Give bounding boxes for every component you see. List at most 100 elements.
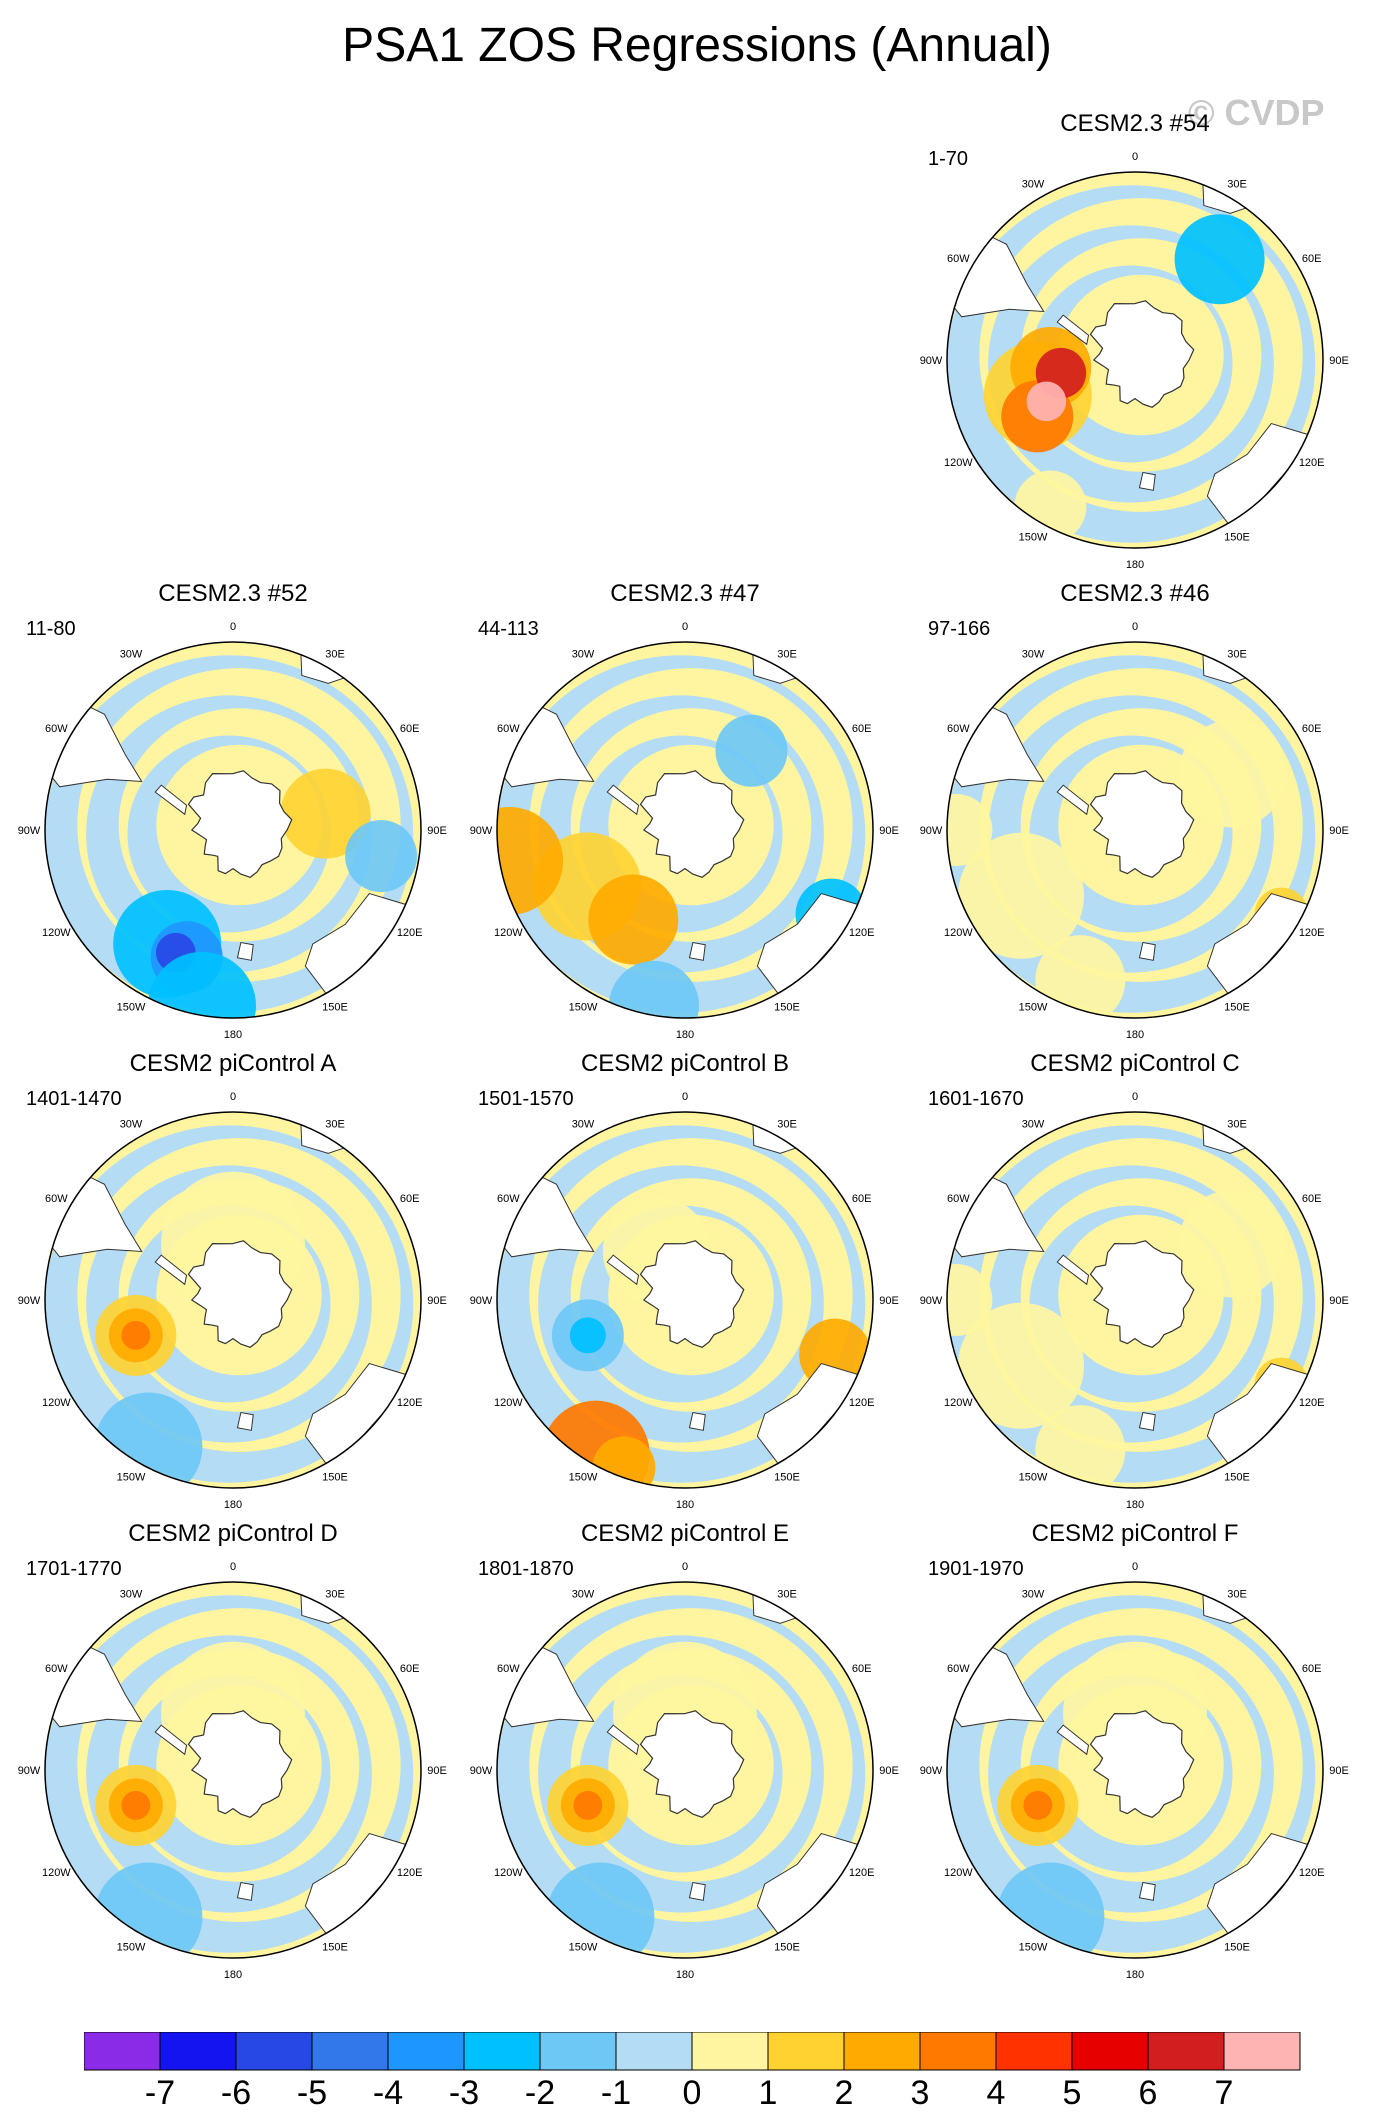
colorbar-tick-label: -4	[373, 2074, 403, 2112]
lon-tick-label: 150E	[322, 1472, 348, 1484]
lon-tick-label: 60E	[852, 1663, 872, 1675]
land-new-zealand	[1138, 1411, 1156, 1431]
panel-years: 1601-1670	[928, 1088, 1024, 1110]
map-border	[496, 1581, 874, 1959]
lon-tick-label: 150E	[774, 1002, 800, 1014]
panel-title: CESM2.3 #54	[1060, 110, 1210, 137]
polar-map: 0 30E 60E 90E 120E 150E 180 150W 120W 90W 60W 30W	[470, 1561, 899, 1980]
panel-years: 1401-1470	[26, 1088, 122, 1110]
anomaly-patch	[996, 1862, 1105, 1958]
land-antarctic-peninsula	[1056, 1724, 1090, 1756]
panel-title: CESM2 piControl E	[580, 1520, 790, 1547]
colorbar-tick-label: -6	[221, 2074, 251, 2112]
lon-tick-label: 30E	[777, 1588, 797, 1600]
colorbar-swatch	[919, 2032, 997, 2071]
panel-title: CESM2.3 #52	[158, 580, 308, 607]
lon-tick-label: 150W	[569, 1472, 598, 1484]
lon-tick-label: 90W	[470, 1295, 493, 1307]
map-border	[496, 641, 874, 1019]
lon-tick-label: 180	[1126, 1499, 1144, 1510]
lon-tick-label: 30E	[777, 648, 797, 660]
panel-title: CESM2 piControl D	[128, 1520, 338, 1547]
map-border	[44, 1581, 422, 1959]
colorbar-swatch	[311, 2032, 389, 2071]
colorbar-swatch	[539, 2032, 617, 2071]
colorbar-tick-label: -2	[525, 2074, 555, 2112]
lon-tick-label: 90W	[920, 825, 943, 837]
panel-title: CESM2 piControl C	[1030, 1050, 1240, 1077]
polar-map: 0 30E 60E 90E 120E 150E 180 150W 120W 90W 60W 30W	[920, 1561, 1349, 1980]
land-antarctic-peninsula	[1056, 1254, 1090, 1286]
land-new-zealand	[688, 941, 706, 961]
lon-tick-label: 120W	[42, 927, 71, 939]
anomaly-patch	[588, 874, 679, 965]
lon-tick-label: 150E	[1224, 1472, 1250, 1484]
land-new-zealand	[1138, 1881, 1156, 1901]
land-antarctica	[1089, 300, 1195, 408]
colorbar-tick-label: -7	[145, 2074, 175, 2112]
lon-tick-label: 60E	[1302, 253, 1322, 265]
lon-tick-label: 90W	[18, 1765, 41, 1777]
lon-tick-label: 30E	[325, 1118, 345, 1130]
land-new-zealand	[236, 941, 254, 961]
anomaly-patch	[546, 1862, 655, 1958]
lon-tick-label: 150E	[322, 1942, 348, 1954]
map-panel: CESM2 piControl A 1401-1470 0 30E 60E 90E 120E…	[8, 1050, 458, 1510]
colorbar-tick-label: -3	[449, 2074, 479, 2112]
lon-tick-label: 90W	[470, 1765, 493, 1777]
lon-tick-label: 30E	[1227, 1118, 1247, 1130]
watermark: © CVDP	[1188, 92, 1325, 133]
lon-tick-label: 60E	[1302, 723, 1322, 735]
lon-tick-label: 30W	[1022, 178, 1045, 190]
land-antarctica	[187, 770, 293, 878]
anomaly-patch	[1035, 935, 1126, 1018]
lon-tick-label: 180	[676, 1969, 694, 1980]
lon-tick-label: 90W	[470, 825, 493, 837]
lon-tick-label: 120W	[42, 1867, 71, 1879]
anomaly-patch	[121, 1790, 151, 1820]
lon-tick-label: 90E	[1329, 1295, 1349, 1307]
panel-years: 1701-1770	[26, 1558, 122, 1580]
lon-tick-label: 150E	[774, 1942, 800, 1954]
anomaly-patch	[947, 1264, 993, 1336]
colorbar-swatch	[84, 2032, 161, 2071]
land-antarctica	[639, 770, 745, 878]
lon-tick-label: 60E	[1302, 1193, 1322, 1205]
panel-title: CESM2 piControl B	[580, 1050, 790, 1077]
anomaly-patch	[280, 768, 371, 859]
lon-tick-label: 0	[230, 1561, 236, 1573]
lon-tick-label: 120E	[1299, 457, 1325, 469]
lon-tick-label: 150E	[1224, 1942, 1250, 1954]
map-border	[44, 641, 422, 1019]
lon-tick-label: 60E	[852, 723, 872, 735]
lon-tick-label: 0	[1132, 1091, 1138, 1103]
lon-tick-label: 30E	[1227, 1588, 1247, 1600]
lon-tick-label: 150E	[1224, 532, 1250, 544]
lon-tick-label: 90W	[18, 1295, 41, 1307]
lon-tick-label: 60E	[400, 1193, 420, 1205]
colorbar-tick-label: -1	[601, 2074, 631, 2112]
anomaly-patch	[1174, 214, 1265, 305]
anomaly-patch	[147, 951, 256, 1018]
lon-tick-label: 150W	[1019, 1942, 1048, 1954]
page-title: PSA1 ZOS Regressions (Annual)	[342, 19, 1052, 72]
lon-tick-label: 0	[230, 621, 236, 633]
lon-tick-label: 30W	[120, 648, 143, 660]
panel-title: CESM2.3 #46	[1060, 580, 1210, 607]
lon-tick-label: 120E	[397, 1867, 423, 1879]
colorbar-tick-label: 3	[911, 2074, 930, 2112]
land-antarctica	[1089, 1710, 1195, 1818]
lon-tick-label: 120E	[849, 927, 875, 939]
lon-tick-label: 120E	[397, 927, 423, 939]
lon-tick-label: 120W	[42, 1397, 71, 1409]
lon-tick-label: 120E	[849, 1867, 875, 1879]
lon-tick-label: 90E	[879, 1765, 899, 1777]
lon-tick-label: 60W	[497, 1663, 520, 1675]
map-border	[946, 641, 1324, 1019]
lon-tick-label: 60E	[852, 1193, 872, 1205]
lon-tick-label: 30W	[120, 1588, 143, 1600]
map-panel: CESM2.3 #54 1-70 0 30E 60E 90E 120E 150E 180 150W…	[910, 110, 1360, 570]
lon-tick-label: 120W	[944, 1867, 973, 1879]
lon-tick-label: 90W	[18, 825, 41, 837]
lon-tick-label: 180	[676, 1029, 694, 1040]
